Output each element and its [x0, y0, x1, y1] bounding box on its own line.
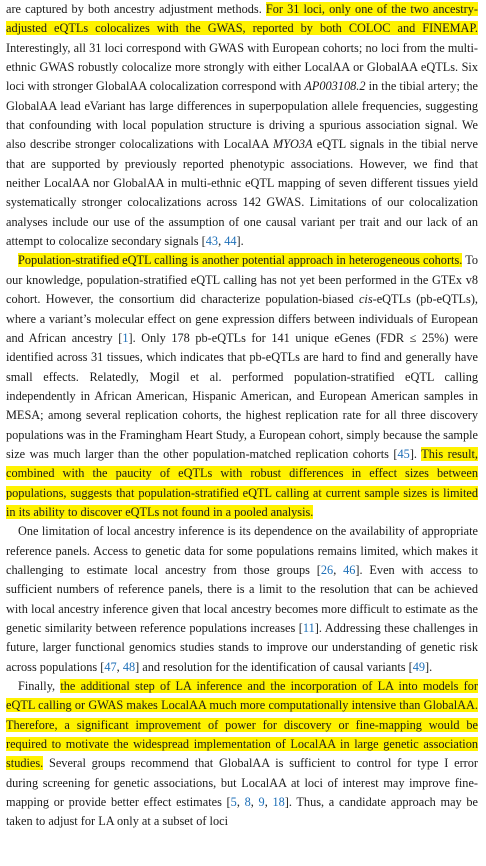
text-run: ,: [333, 562, 344, 577]
text-run: To our knowledge, population-stratified …: [6, 253, 479, 307]
text-run: in the tibial artery; the GlobalAA lead …: [6, 79, 478, 152]
text-run: are captured by both ancestry adjustment…: [6, 2, 266, 16]
text-run: ].: [425, 659, 433, 674]
citation-link[interactable]: 18: [272, 795, 285, 810]
text-run: Several groups recommend that GlobalAA i…: [6, 756, 478, 810]
text-run: Finally,: [18, 679, 61, 694]
text-run: ].: [236, 234, 244, 249]
body-paragraph: Population-stratified eQTL calling is an…: [6, 251, 478, 522]
text-run: ] and resolution for the identification …: [135, 659, 413, 674]
citation-link[interactable]: 47: [104, 659, 117, 674]
text-run: ]. Only 178 pb-eQTLs for 141 unique eGen…: [6, 330, 479, 461]
body-paragraph: One limitation of local ancestry inferen…: [6, 522, 478, 677]
citation-link[interactable]: 49: [412, 659, 426, 674]
citation-link[interactable]: 44: [224, 234, 237, 249]
citation-link[interactable]: 8: [244, 795, 251, 810]
text-run: One limitation of local ancestry inferen…: [6, 524, 478, 577]
highlighted-text: Population-stratified eQTL calling is an…: [18, 253, 463, 268]
text-run: ]. Even with access to sufficient number…: [6, 562, 479, 635]
italic-term: MYO3A: [272, 137, 313, 152]
citation-link[interactable]: 46: [343, 562, 356, 577]
citation-link[interactable]: 9: [258, 795, 265, 810]
text-run: eQTL signals in the tibial nerve that ar…: [6, 137, 478, 249]
citation-link[interactable]: 48: [122, 659, 136, 674]
text-run: -eQTLs (pb-eQTLs), where a variant’s mol…: [6, 292, 478, 345]
text-run: ].: [409, 446, 422, 461]
citation-link[interactable]: 5: [230, 795, 237, 810]
text-run: ,: [264, 795, 273, 810]
citation-link[interactable]: 11: [302, 621, 315, 635]
italic-term: AP003108.2: [304, 79, 366, 94]
text-run: ]. Thus, a candidate approach may be tak…: [6, 795, 478, 829]
text-run: ,: [236, 795, 245, 810]
text-run: ,: [116, 659, 123, 674]
text-run: ,: [250, 795, 259, 810]
italic-term: cis: [358, 292, 373, 307]
text-run: ,: [218, 234, 225, 249]
text-run: ]. Addressing these challenges in future…: [6, 621, 478, 674]
text-run: Interestingly, all 31 loci correspond wi…: [6, 40, 478, 94]
citation-link[interactable]: 45: [397, 446, 410, 461]
citation-link[interactable]: 1: [122, 330, 129, 345]
body-paragraph: Finally, the additional step of LA infer…: [6, 677, 478, 832]
citation-link[interactable]: 26: [320, 562, 334, 577]
body-paragraph: are captured by both ancestry adjustment…: [6, 0, 478, 251]
citation-link[interactable]: 43: [205, 234, 219, 249]
